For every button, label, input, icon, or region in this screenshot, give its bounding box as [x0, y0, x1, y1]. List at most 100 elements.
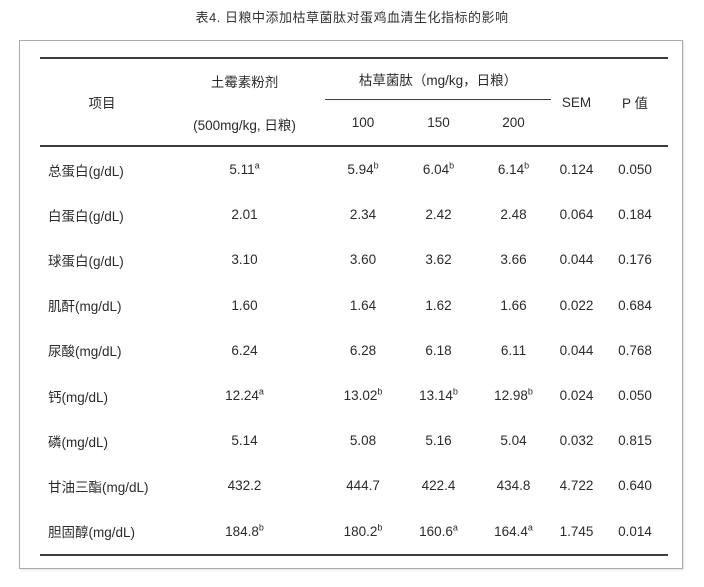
row-item-label: 甘油三酯(mg/dL): [48, 479, 149, 495]
table-row: 白蛋白(g/dL) 2.01 2.34 2.42 2.48 0.064 0.184: [40, 192, 668, 237]
value-cell: 0.022: [559, 297, 594, 313]
dose-header-row: 100 150 200: [325, 100, 551, 145]
data-table: 项目 土霉素粉剂 (500mg/kg, 日粮) 枯草菌肽（mg/kg，日粮） 1…: [40, 57, 668, 556]
table-body: 总蛋白(g/dL) 5.11a 5.94b 6.04b 6.14b 0.124 0.050 白…: [40, 147, 668, 556]
value-cell: 1.60: [231, 297, 258, 313]
value-cell: 3.10: [231, 252, 258, 268]
value-cell: 5.04: [500, 433, 527, 449]
significance-superscript: b: [377, 386, 383, 397]
col-header-item: 项目: [88, 96, 116, 111]
significance-superscript: a: [527, 522, 533, 533]
value-cell: 5.08: [349, 433, 377, 449]
col-header-treatment-group: 枯草菌肽（mg/kg，日粮） 100 150 200: [325, 59, 551, 145]
value-cell: 0.768: [618, 342, 652, 358]
value-cell: 4.722: [559, 478, 594, 494]
value-cell: 3.66: [500, 252, 527, 268]
table-row: 尿酸(mg/dL) 6.24 6.28 6.18 6.11 0.044 0.768: [40, 328, 668, 373]
value-cell: 0.044: [559, 252, 594, 268]
value-cell: 0.815: [618, 433, 652, 449]
value-cell: 180.2b: [343, 522, 383, 539]
significance-superscript: b: [449, 160, 455, 171]
row-item-label: 尿酸(mg/dL): [48, 344, 122, 360]
value-cell: 5.14: [231, 433, 258, 449]
value-cell: 444.7: [346, 478, 380, 494]
value-cell: 0.050: [618, 388, 652, 404]
value-cell: 0.032: [559, 433, 594, 449]
value-cell: 0.184: [618, 207, 652, 223]
dose-header-200: 200: [502, 115, 525, 130]
table-row: 球蛋白(g/dL) 3.10 3.60 3.62 3.66 0.044 0.176: [40, 237, 668, 282]
significance-superscript: a: [452, 522, 458, 533]
value-cell: 12.98b: [494, 386, 533, 404]
value-cell: 1.66: [500, 297, 527, 313]
col-header-antibiotic: 土霉素粉剂 (500mg/kg, 日粮): [164, 59, 325, 145]
value-cell: 3.62: [425, 252, 452, 268]
value-cell: 5.11a: [229, 160, 260, 178]
dose-header-100: 100: [351, 115, 375, 130]
value-cell: 6.14b: [497, 160, 530, 178]
antibiotic-dose: (500mg/kg, 日粮): [193, 117, 296, 133]
value-cell: 6.28: [349, 342, 377, 358]
value-cell: 2.34: [349, 207, 377, 223]
value-cell: 6.11: [500, 342, 527, 358]
table-row: 肌酐(mg/dL) 1.60 1.64 1.62 1.66 0.022 0.684: [40, 283, 668, 328]
treatment-span-label: 枯草菌肽（mg/kg，日粮）: [325, 59, 551, 100]
value-cell: 1.745: [559, 523, 594, 539]
col-header-pvalue: P 值: [621, 96, 648, 111]
row-item-label: 总蛋白(g/dL): [48, 163, 124, 179]
dose-header-150: 150: [427, 115, 450, 130]
value-cell: 12.24a: [225, 386, 264, 404]
value-cell: 0.024: [559, 388, 594, 404]
value-cell: 6.24: [231, 342, 258, 358]
significance-superscript: b: [373, 160, 379, 171]
significance-superscript: b: [377, 522, 383, 533]
value-cell: 5.16: [425, 433, 452, 449]
value-cell: 0.684: [618, 297, 652, 313]
value-cell: 2.48: [500, 207, 527, 223]
significance-superscript: b: [452, 386, 458, 397]
significance-superscript: a: [254, 160, 260, 171]
table-header-row: 项目 土霉素粉剂 (500mg/kg, 日粮) 枯草菌肽（mg/kg，日粮） 1…: [40, 57, 668, 147]
table-row: 胆固醇(mg/dL) 184.8b 180.2b 160.6a 164.4a 1.745 0…: [40, 509, 668, 554]
row-item-label: 球蛋白(g/dL): [48, 253, 124, 269]
value-cell: 422.4: [421, 478, 456, 494]
table-row: 磷(mg/dL) 5.14 5.08 5.16 5.04 0.032 0.815: [40, 418, 668, 463]
value-cell: 0.044: [559, 342, 594, 358]
table-row: 总蛋白(g/dL) 5.11a 5.94b 6.04b 6.14b 0.124 0.050: [40, 147, 668, 192]
value-cell: 0.176: [618, 252, 652, 268]
significance-superscript: b: [527, 386, 533, 397]
page-title: 表4. 日粮中添加枯草菌肽对蛋鸡血清生化指标的影响: [195, 10, 509, 25]
value-cell: 184.8b: [225, 522, 264, 539]
row-item-label: 磷(mg/dL): [48, 434, 109, 450]
value-cell: 0.640: [618, 478, 652, 494]
value-cell: 3.60: [349, 252, 377, 268]
value-cell: 5.94b: [347, 160, 379, 178]
significance-superscript: b: [258, 522, 264, 533]
row-item-label: 胆固醇(mg/dL): [48, 525, 136, 541]
value-cell: 432.2: [227, 478, 262, 494]
col-header-sem: SEM: [561, 94, 592, 110]
significance-superscript: b: [524, 160, 530, 171]
value-cell: 0.014: [618, 523, 652, 539]
value-cell: 6.18: [425, 342, 452, 358]
value-cell: 2.42: [425, 207, 452, 223]
significance-superscript: a: [258, 386, 264, 397]
value-cell: 160.6a: [419, 522, 458, 539]
value-cell: 434.8: [496, 478, 531, 494]
antibiotic-name: 土霉素粉剂: [210, 74, 279, 90]
table-row: 甘油三酯(mg/dL) 432.2 444.7 422.4 434.8 4.722 0.64…: [40, 463, 668, 508]
table-row: 钙(mg/dL) 12.24a 13.02b 13.14b 12.98b 0.024 0.0…: [40, 373, 668, 418]
value-cell: 0.124: [559, 162, 594, 178]
row-item-label: 钙(mg/dL): [48, 389, 109, 405]
value-cell: 1.62: [425, 297, 452, 313]
value-cell: 0.064: [559, 207, 594, 223]
value-cell: 164.4a: [494, 522, 533, 539]
value-cell: 2.01: [231, 207, 258, 223]
row-item-label: 肌酐(mg/dL): [48, 299, 122, 315]
value-cell: 0.050: [618, 162, 652, 178]
table-panel: 项目 土霉素粉剂 (500mg/kg, 日粮) 枯草菌肽（mg/kg，日粮） 1…: [19, 40, 683, 569]
value-cell: 6.04b: [422, 160, 455, 178]
value-cell: 13.14b: [419, 386, 458, 404]
value-cell: 13.02b: [343, 386, 383, 404]
row-item-label: 白蛋白(g/dL): [48, 208, 124, 224]
